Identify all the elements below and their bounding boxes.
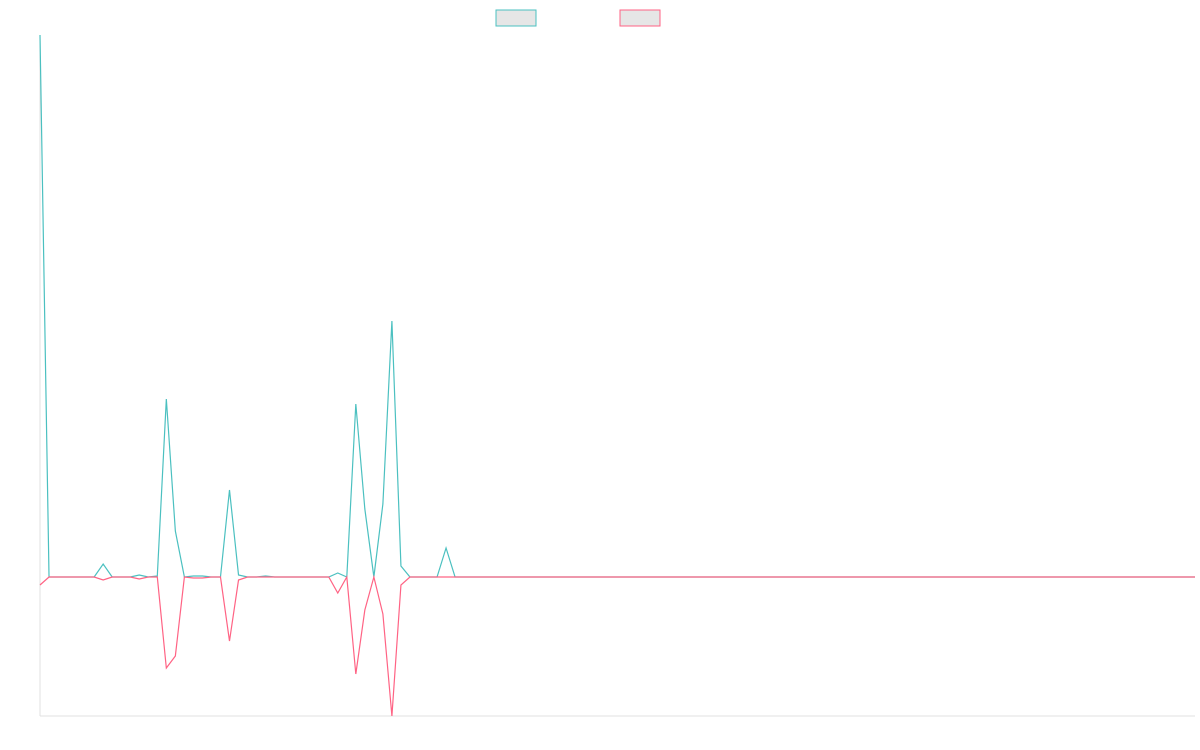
- legend-swatch: [619, 9, 661, 27]
- legend-swatch: [495, 9, 537, 27]
- series-line: [39, 34, 1195, 578]
- series-line: [39, 574, 1195, 717]
